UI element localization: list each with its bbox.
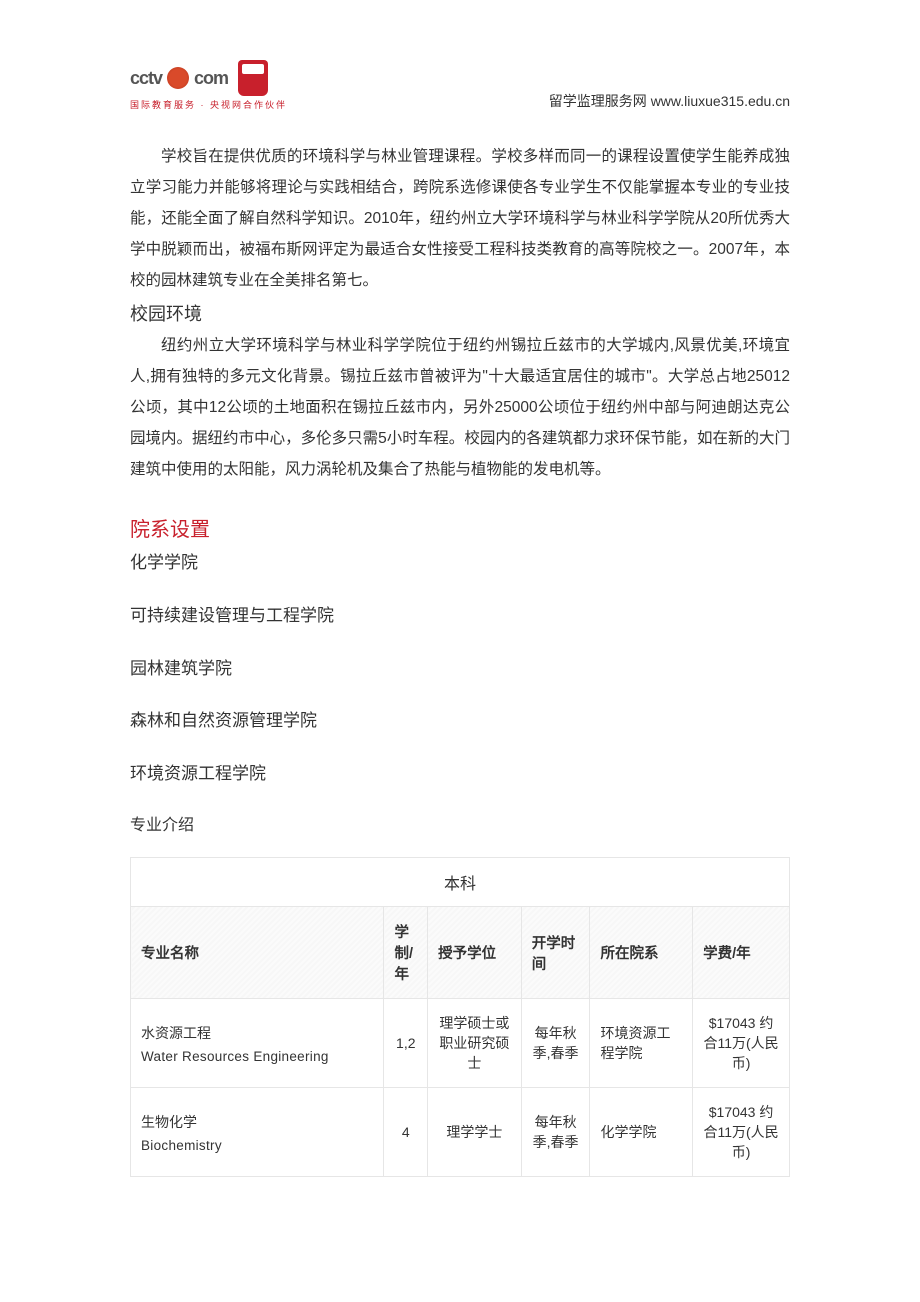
logo-text-cctv: cctv (130, 68, 162, 89)
program-name-en: Biochemistry (141, 1138, 373, 1153)
col-header-faculty: 所在院系 (590, 907, 693, 999)
program-name-cn: 水资源工程 (141, 1023, 373, 1043)
department-item: 园林建筑学院 (130, 654, 790, 685)
col-header-name: 专业名称 (131, 907, 384, 999)
program-name-cn: 生物化学 (141, 1112, 373, 1132)
cell-faculty: 环境资源工程学院 (590, 999, 693, 1088)
col-header-fee: 学费/年 (693, 907, 790, 999)
col-header-duration: 学制/年 (384, 907, 428, 999)
table-title-row: 本科 (131, 858, 790, 907)
department-item: 可持续建设管理与工程学院 (130, 601, 790, 632)
cell-fee: $17043 约合11万(人民币) (693, 1088, 790, 1177)
logo-subtext: 国际教育服务 · 央视网合作伙伴 (130, 98, 287, 111)
department-item: 环境资源工程学院 (130, 759, 790, 790)
table-row: 水资源工程 Water Resources Engineering 1,2 理学… (131, 999, 790, 1088)
header-site-info: 留学监理服务网 www.liuxue315.edu.cn (549, 91, 790, 111)
cell-program-name: 水资源工程 Water Resources Engineering (131, 999, 384, 1088)
table-header-row: 专业名称 学制/年 授予学位 开学时间 所在院系 学费/年 (131, 907, 790, 999)
logo-text-com: com (194, 68, 228, 89)
campus-paragraph: 纽约州立大学环境科学与林业科学学院位于纽约州锡拉丘兹市的大学城内,风景优美,环境… (130, 330, 790, 485)
programs-intro-label: 专业介绍 (130, 811, 790, 835)
col-header-degree: 授予学位 (428, 907, 522, 999)
cell-faculty: 化学学院 (590, 1088, 693, 1177)
site-label: 留学监理服务网 (549, 93, 647, 109)
table-row: 生物化学 Biochemistry 4 理学学士 每年秋季,春季 化学学院 $1… (131, 1088, 790, 1177)
cell-program-name: 生物化学 Biochemistry (131, 1088, 384, 1177)
campus-heading: 校园环境 (130, 298, 790, 330)
document-page: cctv com 国际教育服务 · 央视网合作伙伴 留学监理服务网 www.li… (0, 0, 920, 1237)
logo-block: cctv com 国际教育服务 · 央视网合作伙伴 (130, 60, 287, 111)
cell-fee: $17043 约合11万(人民币) (693, 999, 790, 1088)
cell-term: 每年秋季,春季 (521, 999, 590, 1088)
page-header: cctv com 国际教育服务 · 央视网合作伙伴 留学监理服务网 www.li… (130, 60, 790, 111)
intro-paragraph-1: 学校旨在提供优质的环境科学与林业管理课程。学校多样而同一的课程设置使学生能养成独… (130, 141, 790, 296)
departments-heading: 院系设置 (130, 513, 790, 542)
table-title: 本科 (131, 858, 790, 907)
logo-globe-icon (167, 67, 189, 89)
cell-degree: 理学学士 (428, 1088, 522, 1177)
programs-table: 本科 专业名称 学制/年 授予学位 开学时间 所在院系 学费/年 水资源工程 W… (130, 857, 790, 1177)
cell-degree: 理学硕士或职业研究硕士 (428, 999, 522, 1088)
program-name-en: Water Resources Engineering (141, 1049, 373, 1064)
cell-term: 每年秋季,春季 (521, 1088, 590, 1177)
department-item: 化学学院 (130, 548, 790, 579)
site-url: www.liuxue315.edu.cn (651, 93, 790, 109)
logo-badge-icon (238, 60, 268, 96)
departments-list: 化学学院 可持续建设管理与工程学院 园林建筑学院 森林和自然资源管理学院 环境资… (130, 548, 790, 789)
cell-duration: 4 (384, 1088, 428, 1177)
col-header-term: 开学时间 (521, 907, 590, 999)
department-item: 森林和自然资源管理学院 (130, 706, 790, 737)
cell-duration: 1,2 (384, 999, 428, 1088)
